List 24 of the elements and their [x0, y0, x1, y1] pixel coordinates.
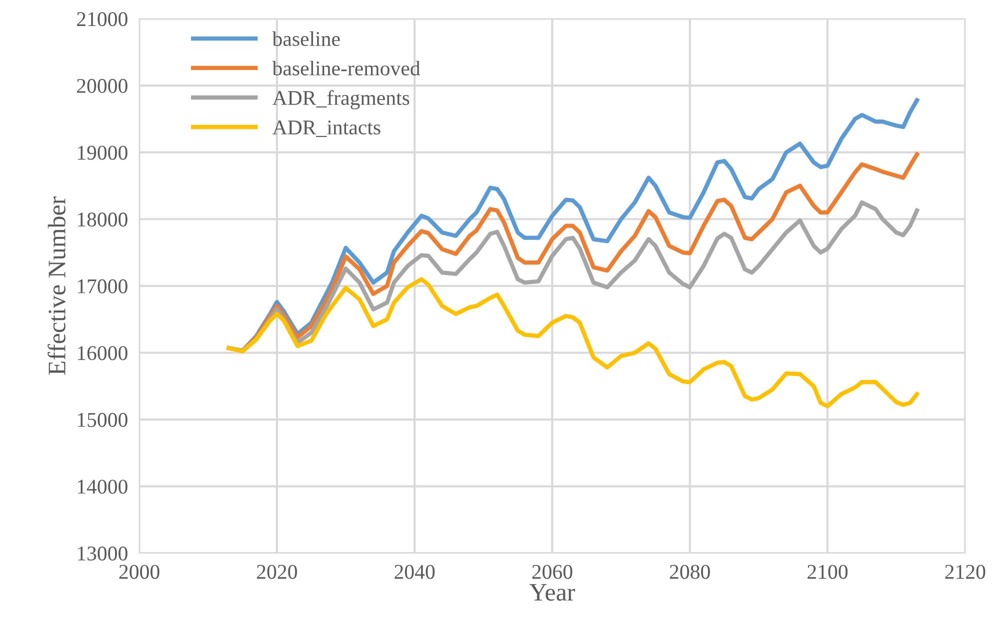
x-tick-label: 2020	[257, 564, 297, 579]
y-tick-label: 14000	[78, 480, 128, 494]
legend-label: ADR_fragments	[272, 90, 410, 110]
y-tick-label: 15000	[78, 412, 128, 427]
x-axis-title: Year	[529, 584, 576, 601]
y-tick-label: 16000	[78, 346, 128, 360]
line-series	[226, 277, 920, 408]
x-tick-label: 2080	[670, 564, 710, 579]
x-tick-label: 2060	[532, 564, 572, 579]
y-tick-label: 13000	[78, 546, 128, 561]
y-tick-label: 19000	[78, 146, 128, 160]
y-axis-title: Effective Number	[48, 196, 66, 375]
legend-label: ADR_intacts	[272, 120, 380, 137]
line-series	[226, 200, 920, 353]
y-tick-label: 18000	[78, 212, 128, 227]
legend-label: baseline-removed	[272, 60, 420, 76]
x-tick-label: 2120	[945, 564, 986, 579]
legend-label: baseline	[272, 31, 340, 46]
x-tick-label: 2000	[119, 564, 160, 579]
y-tick-label: 21000	[77, 12, 128, 26]
y-tick-label: 17000	[78, 279, 128, 294]
y-tick-label: 20000	[77, 78, 128, 93]
x-tick-label: 2040	[394, 564, 435, 579]
x-tick-label: 2100	[808, 564, 848, 579]
